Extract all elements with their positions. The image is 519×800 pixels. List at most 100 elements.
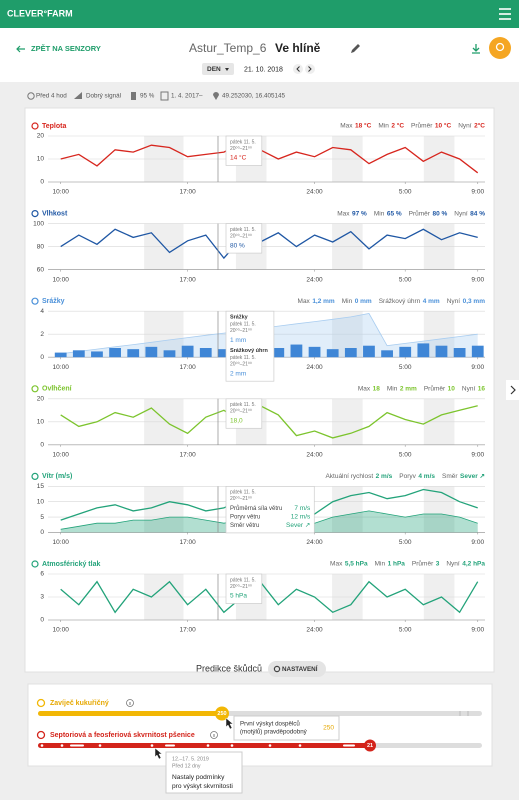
stat-label: Max (298, 298, 311, 305)
stat-value: 18 °C (355, 122, 372, 130)
period[interactable]: DEN (207, 66, 221, 73)
x-tick-label: 17:00 (179, 627, 196, 634)
y-tick-label: 100 (33, 220, 44, 227)
tooltip-box (225, 135, 263, 166)
next-day[interactable] (305, 64, 315, 74)
bar (308, 346, 321, 358)
sensor-location: Ve hlíně (275, 41, 321, 55)
stat-label: Max (330, 561, 343, 568)
tooltip-time: 20⁰⁰–21⁰⁰ (230, 584, 252, 590)
tooltip-line: pro výskyt skvrnitosti (172, 783, 233, 790)
bar (290, 344, 303, 358)
chart-title: Ovlhčení (42, 386, 73, 393)
stat-value: 10 °C (435, 122, 452, 130)
x-tick-label: 9:00 (471, 452, 484, 459)
x-tick-label: 5:00 (399, 539, 412, 546)
gps: 49.252030, 16.405145 (222, 93, 286, 100)
stat-value: 84 % (470, 210, 485, 217)
pest-icon (36, 730, 46, 740)
stat-label: Nyní (462, 386, 476, 393)
settings-text[interactable]: NASTAVENÍ (282, 664, 318, 673)
tooltip-value: 18,0 (230, 418, 243, 425)
y-tick-label: 3 (40, 594, 44, 601)
tooltip-label: Průměrná síla větru (230, 505, 282, 512)
stat-label: Min (378, 123, 389, 130)
data-line (60, 228, 478, 260)
info-icon[interactable] (210, 731, 218, 739)
calendar-icon (160, 91, 169, 101)
y-tick-label: 0 (40, 354, 44, 361)
pests-title: Predikce škůdců (196, 663, 262, 673)
chart-icon (31, 210, 39, 218)
stat-value: 2 m/s (376, 473, 393, 480)
stat-label: Průměr (411, 122, 433, 130)
back-text[interactable]: ZPĚT NA SENZORY (31, 44, 101, 53)
stat-label: Min (374, 210, 385, 217)
chart-title: Srážky (42, 298, 65, 305)
bar (163, 350, 176, 358)
bar (91, 351, 103, 358)
stat-label: Nyní (458, 123, 472, 130)
tooltip-date: pátek 11. 5. (230, 402, 256, 408)
pest-progress (38, 711, 222, 716)
since: 1. 4. 2017– (171, 93, 203, 100)
tooltip-value: 7 m/s (294, 505, 311, 512)
data-line (60, 580, 479, 614)
date: 21. 10. 2018 (244, 66, 283, 73)
settings-button[interactable] (268, 661, 326, 677)
stat-value: 2 mm (400, 386, 417, 393)
tooltip-line: První výskyt dospělců (240, 721, 300, 728)
menu-button[interactable] (499, 8, 511, 20)
x-tick-label: 10:00 (53, 364, 70, 371)
tooltip-time: 20⁰⁰–21⁰⁰ (230, 328, 252, 334)
location-icon (495, 42, 505, 52)
download-icon[interactable] (472, 44, 480, 54)
gear-icon (273, 665, 281, 673)
y-tick-label: 60 (37, 266, 45, 273)
y-tick-label: 20 (37, 396, 45, 403)
tooltip-label: Poryv větru (230, 514, 260, 520)
bar (109, 348, 121, 358)
x-tick-label: 9:00 (471, 539, 484, 546)
tooltip-value: 14 °C (230, 154, 247, 162)
stat-value: 10 (448, 386, 456, 393)
bar (453, 348, 466, 358)
tooltip-box (225, 486, 315, 534)
x-tick-label: 5:00 (399, 452, 412, 459)
x-tick-label: 24:00 (306, 452, 323, 459)
period-select[interactable] (202, 63, 234, 75)
x-tick-label: 24:00 (306, 276, 323, 283)
stat-label: Srážkový úhrn (379, 298, 421, 305)
stat-value: 97 % (352, 210, 367, 217)
x-tick-label: 17:00 (179, 189, 196, 196)
edit-icon[interactable] (351, 44, 360, 53)
y-tick-label: 4 (40, 308, 44, 315)
tooltip-box (225, 398, 263, 429)
x-tick-label: 9:00 (471, 276, 484, 283)
x-tick-label: 5:00 (399, 276, 412, 283)
info-icon[interactable] (126, 699, 134, 707)
chart-icon (31, 385, 39, 393)
pest-marker[interactable] (364, 739, 376, 752)
stat-label: Min (375, 561, 386, 568)
tooltip-value: 250 (323, 725, 334, 732)
tooltip-time: 20⁰⁰–21⁰⁰ (230, 362, 252, 368)
stat-value: 4 m/s (418, 473, 435, 480)
pest-value: 250 (217, 711, 226, 717)
y-tick-label: 80 (37, 243, 45, 250)
pest-marker[interactable] (215, 706, 229, 721)
side-toggle[interactable] (506, 380, 519, 400)
location-button[interactable] (489, 37, 511, 59)
back-link[interactable]: ZPĚT NA SENZORY (16, 44, 101, 53)
prev-day[interactable] (293, 64, 303, 74)
stat-label: Max (340, 123, 353, 130)
stat-label: Průměr (409, 209, 431, 217)
tooltip-date: pátek 11. 5. (230, 490, 256, 496)
